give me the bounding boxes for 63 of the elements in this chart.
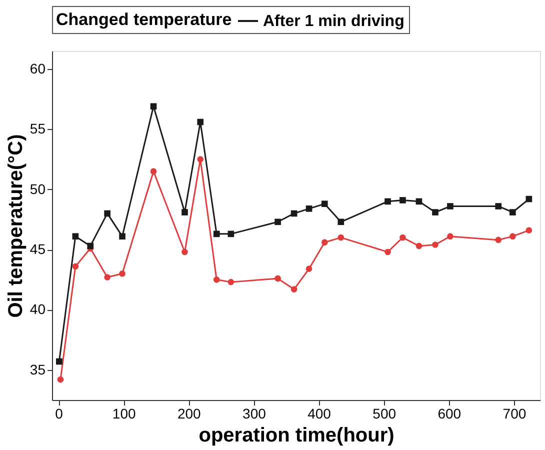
- point: [510, 209, 516, 216]
- y-axis-title: Oil temperature(°C): [4, 134, 27, 318]
- y-tick-label: 45: [30, 241, 46, 258]
- point: [56, 358, 62, 365]
- point: [416, 198, 422, 205]
- point: [495, 236, 502, 244]
- point: [197, 118, 204, 126]
- point: [510, 233, 516, 240]
- point: [384, 248, 391, 256]
- point: [274, 218, 281, 226]
- y-tick-label: 50: [30, 180, 46, 197]
- y-tick-label: 55: [30, 120, 46, 137]
- y-tick-label: 35: [30, 361, 46, 378]
- point: [274, 275, 281, 282]
- point: [321, 200, 328, 207]
- point: [228, 278, 234, 286]
- point: [526, 227, 532, 234]
- point: [321, 239, 328, 246]
- x-tick-label: 400: [308, 406, 332, 422]
- point: [526, 196, 532, 202]
- point: [306, 266, 312, 272]
- point: [119, 270, 126, 277]
- point: [119, 233, 126, 240]
- y-tick-label: 60: [30, 60, 46, 77]
- point: [495, 203, 502, 210]
- point: [228, 230, 234, 238]
- x-tick-label: 700: [502, 406, 526, 422]
- point: [72, 263, 79, 270]
- point: [290, 286, 298, 292]
- point: [338, 218, 344, 226]
- point: [447, 203, 454, 210]
- point: [447, 233, 454, 240]
- point: [182, 248, 188, 256]
- point: [432, 242, 438, 248]
- point: [104, 274, 110, 280]
- point: [416, 242, 422, 250]
- x-tick-label: 500: [372, 406, 396, 422]
- point: [432, 209, 438, 216]
- x-axis-title: operation time(hour): [198, 424, 394, 446]
- y-tick-label: 40: [30, 301, 46, 318]
- x-tick-label: 600: [438, 406, 462, 422]
- point: [384, 198, 391, 205]
- point: [197, 156, 204, 162]
- point: [213, 276, 220, 283]
- point: [213, 230, 220, 238]
- point: [400, 234, 406, 241]
- point: [150, 103, 157, 110]
- point: [104, 210, 110, 217]
- x-tick-label: 300: [242, 406, 266, 422]
- x-tick-label: 100: [112, 406, 136, 422]
- legend-label: After 1 min driving: [263, 13, 404, 30]
- point: [400, 197, 406, 204]
- point: [87, 242, 94, 250]
- point: [306, 205, 312, 212]
- point: [338, 234, 344, 241]
- point: [150, 168, 157, 174]
- point: [57, 376, 64, 383]
- point: [290, 210, 298, 217]
- point: [182, 209, 188, 216]
- x-tick-label: 0: [55, 406, 64, 422]
- legend-title: Changed temperature: [56, 10, 232, 29]
- point: [72, 233, 79, 240]
- x-tick-label: 200: [177, 406, 202, 422]
